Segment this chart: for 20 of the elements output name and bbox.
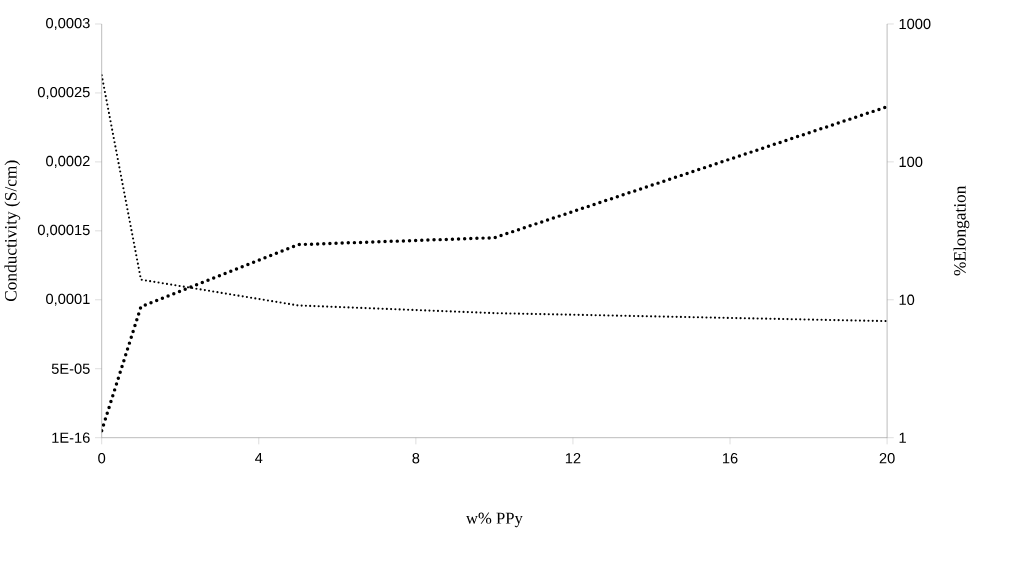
y-tick-label: 5E-05 [51,363,90,375]
y-tick-label: 0,00015 [37,225,90,238]
y-tick-label: 0,0003 [46,18,90,31]
y-axis-title: Conductivity (S/cm) [4,160,21,302]
x-tick-label: 12 [565,453,581,464]
y2-tick-label: 1000 [899,19,931,30]
y2-tick-label: 1 [899,432,906,443]
x-tick-label: 16 [722,453,738,464]
y-tick-label: 0,0002 [46,156,90,169]
x-tick-label: 20 [879,453,895,464]
y-tick-label: 0,00025 [37,87,90,100]
y2-tick-label: 10 [899,294,915,306]
y2-tick-label: 100 [899,156,923,168]
x-tick-label: 0 [98,453,106,464]
y-tick-label: 1E-16 [52,432,90,444]
x-axis-title: w% PPy [465,512,523,528]
y-tick-label: 0,0001 [46,293,90,307]
x-tick-label: 4 [255,453,263,464]
x-tick-label: 8 [412,453,420,464]
y2-axis-title: %Elongation [953,186,970,276]
